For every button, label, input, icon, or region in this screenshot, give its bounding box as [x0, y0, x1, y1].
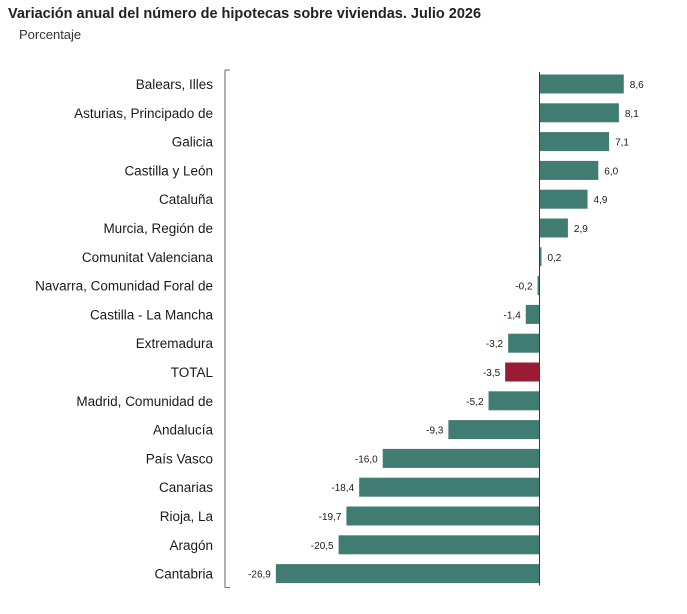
data-label: -3,2 — [486, 339, 504, 350]
data-label: -19,7 — [319, 512, 342, 523]
category-label: Murcia, Región de — [103, 221, 213, 236]
category-label: Rioja, La — [160, 509, 214, 524]
bar — [537, 276, 540, 296]
bar — [275, 564, 540, 584]
bar — [359, 477, 540, 497]
category-label: Castilla - La Mancha — [90, 307, 214, 322]
bar — [525, 304, 540, 324]
bar — [508, 333, 540, 353]
data-label: -20,5 — [311, 541, 334, 552]
data-label: -18,4 — [331, 483, 354, 494]
data-label: -16,0 — [355, 454, 378, 465]
category-label: Cantabria — [154, 567, 213, 582]
data-label: 8,1 — [625, 109, 639, 120]
bar — [448, 420, 540, 440]
category-label: Asturias, Principado de — [74, 106, 213, 121]
bar — [338, 535, 540, 555]
data-label: -26,9 — [248, 570, 271, 581]
category-label: Cataluña — [159, 192, 214, 207]
category-label: Galicia — [172, 135, 214, 150]
bar — [488, 391, 540, 411]
chart-title: Variación anual del número de hipotecas … — [8, 6, 482, 22]
bar — [539, 103, 619, 123]
category-label: Comunitat Valenciana — [82, 250, 214, 265]
data-label: 6,0 — [604, 166, 618, 177]
category-label: Balears, Illes — [136, 77, 214, 92]
category-label: Castilla y León — [124, 163, 213, 178]
data-label: -3,5 — [483, 368, 501, 379]
data-label: 4,9 — [594, 195, 608, 206]
category-label: Aragón — [169, 538, 213, 553]
category-label: Navarra, Comunidad Foral de — [35, 279, 213, 294]
bar — [382, 448, 540, 468]
bar — [539, 74, 624, 94]
data-label: 7,1 — [615, 138, 629, 149]
category-label: Madrid, Comunidad de — [76, 394, 213, 409]
chart-subtitle: Porcentaje — [19, 27, 82, 42]
data-label: 2,9 — [574, 224, 588, 235]
bar — [539, 247, 542, 267]
category-label: País Vasco — [146, 451, 213, 466]
data-label: 8,6 — [630, 80, 644, 91]
data-label: -9,3 — [426, 426, 444, 437]
category-label: Extremadura — [136, 336, 214, 351]
bar — [505, 362, 540, 382]
category-label: Andalucía — [153, 423, 214, 438]
data-label: -1,4 — [504, 310, 522, 321]
data-label: -0,2 — [515, 282, 533, 293]
data-label: 0,2 — [547, 253, 561, 264]
category-label: TOTAL — [171, 365, 214, 380]
data-label: -5,2 — [466, 397, 484, 408]
bar — [539, 218, 568, 238]
bar — [539, 132, 610, 152]
category-label: Canarias — [159, 480, 213, 495]
bar — [539, 189, 588, 209]
bar — [539, 160, 599, 180]
bar — [346, 506, 540, 526]
